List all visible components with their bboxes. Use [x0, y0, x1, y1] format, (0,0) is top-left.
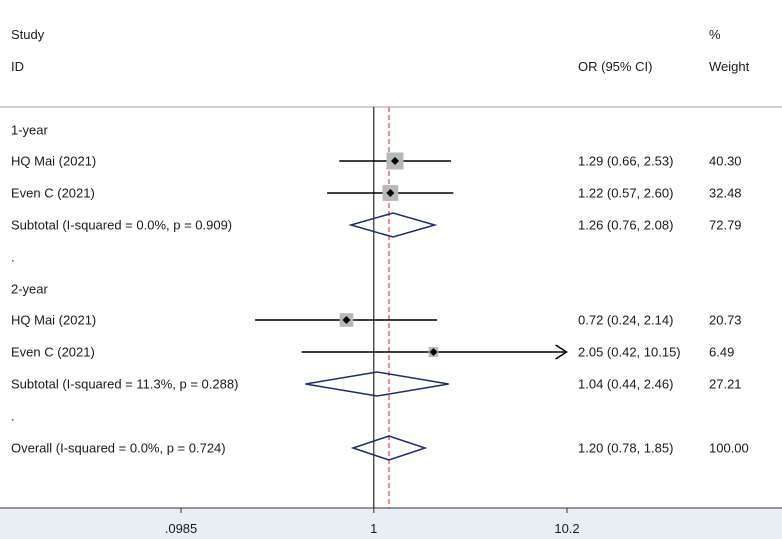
row-weight-3: 72.79: [709, 217, 742, 233]
row-label-1: HQ Mai (2021): [11, 153, 97, 169]
row-or-ci-2: 1.22 (0.57, 2.60): [578, 185, 674, 201]
row-label-6: HQ Mai (2021): [11, 312, 97, 328]
row-or-ci-7: 2.05 (0.42, 10.15): [578, 344, 681, 360]
row-weight-2: 32.48: [709, 185, 742, 201]
row-or-ci-8: 1.04 (0.44, 2.46): [578, 376, 674, 392]
point-estimate-2: [386, 189, 395, 197]
row-weight-10: 100.00: [709, 440, 749, 456]
point-estimate-7: [429, 348, 438, 356]
row-label-7: Even C (2021): [11, 344, 95, 360]
subtotal-diamond-8: [305, 371, 449, 397]
row-or-ci-6: 0.72 (0.24, 2.14): [578, 312, 674, 328]
row-or-ci-10: 1.20 (0.78, 1.85): [578, 440, 674, 456]
row-label-5: 2-year: [11, 281, 48, 297]
row-label-9: .: [11, 408, 15, 424]
row-weight-8: 27.21: [709, 376, 742, 392]
header-or-ci: OR (95% CI): [578, 59, 653, 74]
x-tick-label-2: 10.2: [554, 521, 580, 536]
header-id: ID: [11, 59, 24, 74]
row-weight-1: 40.30: [709, 153, 742, 169]
overall-diamond-10: [350, 435, 428, 461]
row-label-8: Subtotal (I-squared = 11.3%, p = 0.288): [11, 376, 239, 392]
row-label-3: Subtotal (I-squared = 0.0%, p = 0.909): [11, 217, 233, 233]
row-or-ci-3: 1.26 (0.76, 2.08): [578, 217, 674, 233]
subtotal-diamond-3: [348, 212, 438, 238]
row-label-0: 1-year: [11, 122, 48, 138]
x-tick-label-0: .0985: [164, 521, 198, 536]
x-axis-band: [0, 508, 782, 539]
row-label-2: Even C (2021): [11, 185, 95, 201]
header-weight: Weight: [709, 59, 750, 74]
row-label-10: Overall (I-squared = 0.0%, p = 0.724): [11, 440, 226, 456]
header-weight-percent: %: [709, 27, 721, 42]
ci-arrow-7: [555, 344, 568, 360]
row-label-4: .: [11, 249, 15, 265]
point-estimate-6: [342, 316, 351, 324]
row-weight-7: 6.49: [709, 344, 735, 360]
x-tick-label-1: 1: [370, 521, 378, 536]
row-or-ci-1: 1.29 (0.66, 2.53): [578, 153, 674, 169]
point-estimate-1: [390, 157, 399, 165]
row-weight-6: 20.73: [709, 312, 742, 328]
header-study: Study: [11, 27, 45, 42]
